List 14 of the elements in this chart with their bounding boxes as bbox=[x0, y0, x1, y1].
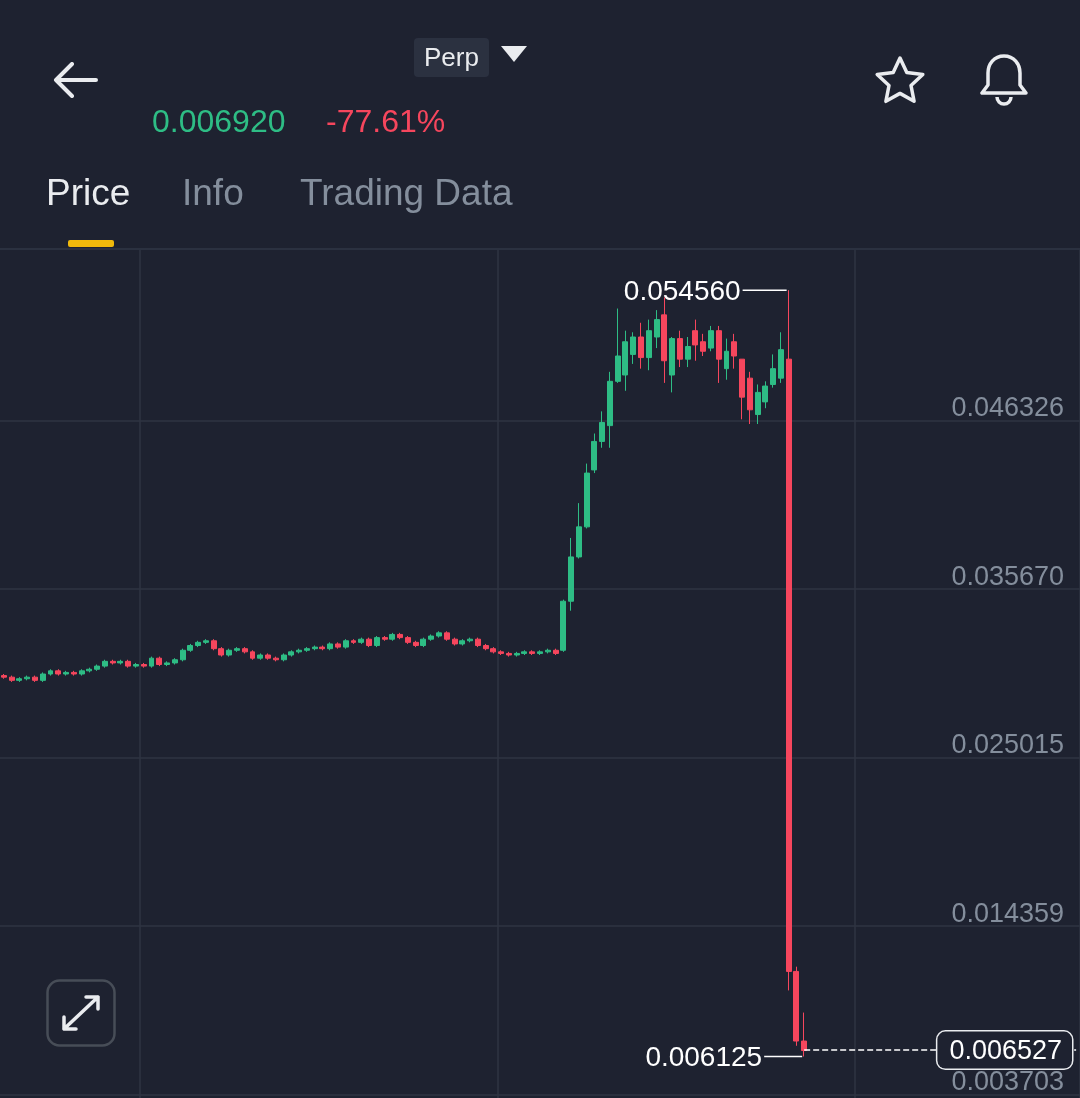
ref-line-label: 0.006527 bbox=[949, 1035, 1062, 1066]
y-tick-label: 0.025015 bbox=[951, 729, 1064, 760]
y-tick-label: 0.035670 bbox=[951, 560, 1064, 591]
text: Info bbox=[182, 172, 244, 214]
annotation: 0.006125 bbox=[645, 1040, 763, 1072]
text: 0.006920 bbox=[152, 103, 286, 140]
text: Trading Data bbox=[300, 172, 513, 214]
text: Perp bbox=[414, 38, 489, 77]
annotation: 0.054560 bbox=[623, 274, 741, 306]
y-tick-label: 0.046326 bbox=[951, 391, 1064, 422]
text: Price bbox=[46, 172, 131, 214]
y-tick-label: 0.014359 bbox=[951, 897, 1064, 928]
y-tick-label: 0.003703 bbox=[951, 1066, 1064, 1097]
text: -77.61% bbox=[326, 103, 446, 140]
